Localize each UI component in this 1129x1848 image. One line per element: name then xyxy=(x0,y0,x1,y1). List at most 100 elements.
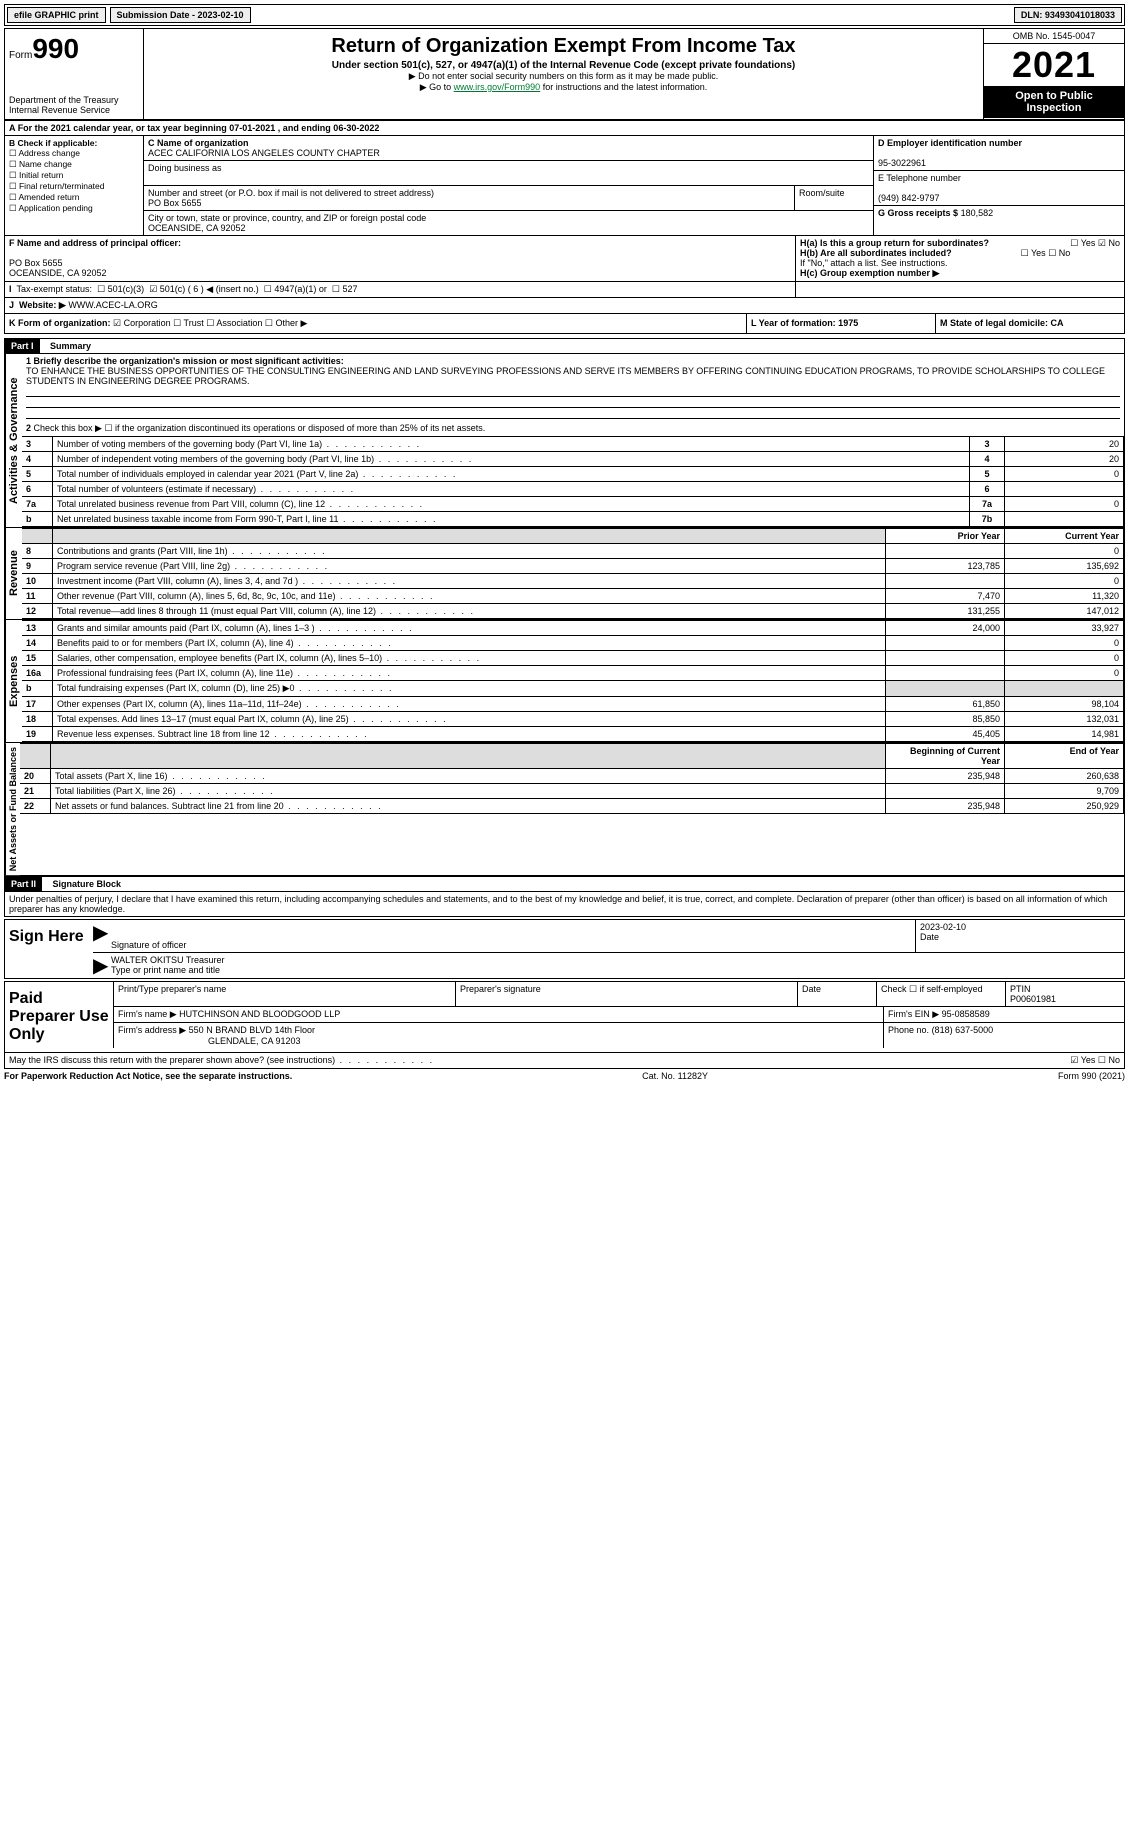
table-row: 12 Total revenue—add lines 8 through 11 … xyxy=(22,604,1124,619)
efile-label: efile GRAPHIC print xyxy=(7,7,106,23)
part1-label: Part I xyxy=(5,339,40,353)
sign-here-block: Sign Here ▶ Signature of officer 2023-02… xyxy=(4,919,1125,979)
org-name: ACEC CALIFORNIA LOS ANGELES COUNTY CHAPT… xyxy=(148,148,380,158)
j-label: Website: ▶ xyxy=(19,300,66,310)
mission-text: TO ENHANCE THE BUSINESS OPPORTUNITIES OF… xyxy=(26,366,1105,386)
table-row: 14 Benefits paid to or for members (Part… xyxy=(22,636,1124,651)
goto-link[interactable]: www.irs.gov/Form990 xyxy=(454,82,541,92)
firm-name-value: HUTCHINSON AND BLOODGOOD LLP xyxy=(179,1009,340,1019)
k-trust[interactable]: Trust xyxy=(173,318,204,328)
tax-year: 2021 xyxy=(984,44,1124,86)
top-toolbar: efile GRAPHIC print Submission Date - 20… xyxy=(4,4,1125,26)
form-header: Form990 Department of the Treasury Inter… xyxy=(4,28,1125,120)
table-row: 19 Revenue less expenses. Subtract line … xyxy=(22,727,1124,742)
discuss-no[interactable]: No xyxy=(1098,1055,1120,1065)
form-word: Form xyxy=(9,50,32,61)
firm-addr1: 550 N BRAND BLVD 14th Floor xyxy=(189,1025,315,1035)
i-4947[interactable]: 4947(a)(1) or xyxy=(264,284,327,294)
form-subtitle: Under section 501(c), 527, or 4947(a)(1)… xyxy=(148,60,979,71)
sig-date-value: 2023-02-10 xyxy=(920,922,966,932)
k-label: K Form of organization: xyxy=(9,318,111,328)
officer-name-label: Type or print name and title xyxy=(111,965,220,975)
officer-addr2: OCEANSIDE, CA 92052 xyxy=(9,268,107,278)
discuss-yes[interactable]: Yes xyxy=(1070,1055,1095,1065)
b-header: B Check if applicable: xyxy=(9,138,97,148)
hb-yes[interactable]: Yes xyxy=(1021,248,1046,258)
i-501c[interactable]: 501(c) ( 6 ) ◀ (insert no.) xyxy=(149,284,259,294)
footer-mid: Cat. No. 11282Y xyxy=(642,1071,708,1081)
entity-block: A For the 2021 calendar year, or tax yea… xyxy=(4,120,1125,334)
i-label: Tax-exempt status: xyxy=(17,284,93,294)
gross-receipts: 180,582 xyxy=(961,208,994,218)
col-prior: Prior Year xyxy=(886,529,1005,544)
self-employed-label: Check ☐ if self-employed xyxy=(881,984,983,994)
line-a: For the 2021 calendar year, or tax year … xyxy=(18,123,380,133)
officer-addr1: PO Box 5655 xyxy=(9,258,63,268)
irs-label: Internal Revenue Service xyxy=(9,105,110,115)
m-label: M State of legal domicile: CA xyxy=(940,318,1064,328)
k-other[interactable]: Other ▶ xyxy=(265,318,308,328)
c-name-label: C Name of organization xyxy=(148,138,249,148)
footer-left: For Paperwork Reduction Act Notice, see … xyxy=(4,1071,292,1081)
ptin-label: PTIN xyxy=(1010,984,1031,994)
sign-here-label: Sign Here xyxy=(5,920,93,978)
ha-no[interactable]: No xyxy=(1098,238,1120,248)
side-expenses: Expenses xyxy=(5,620,22,742)
chk-application-pending[interactable]: Application pending xyxy=(9,203,93,213)
table-row: 17 Other expenses (Part IX, column (A), … xyxy=(22,697,1124,712)
col-begin: Beginning of Current Year xyxy=(886,744,1005,769)
table-row: 10 Investment income (Part VIII, column … xyxy=(22,574,1124,589)
table-row: 18 Total expenses. Add lines 13–17 (must… xyxy=(22,712,1124,727)
officer-name: WALTER OKITSU Treasurer xyxy=(111,955,225,965)
firm-name-label: Firm's name ▶ xyxy=(118,1009,177,1019)
e-label: E Telephone number xyxy=(878,173,961,183)
side-activities-governance: Activities & Governance xyxy=(5,354,22,527)
open-to-public: Open to Public Inspection xyxy=(984,86,1124,118)
expenses-table: 13 Grants and similar amounts paid (Part… xyxy=(22,620,1124,742)
paid-preparer-block: Paid Preparer Use Only Print/Type prepar… xyxy=(4,981,1125,1053)
hc-label: H(c) Group exemption number ▶ xyxy=(800,268,939,278)
table-row: b Net unrelated business taxable income … xyxy=(22,512,1124,527)
side-revenue: Revenue xyxy=(5,528,22,619)
goto-prefix: ▶ Go to xyxy=(420,82,454,92)
f-label: F Name and address of principal officer: xyxy=(9,238,181,248)
may-discuss-text: May the IRS discuss this return with the… xyxy=(9,1055,434,1066)
street-label: Number and street (or P.O. box if mail i… xyxy=(148,188,434,198)
q2-text: Check this box ▶ ☐ if the organization d… xyxy=(34,423,486,433)
i-501c3[interactable]: 501(c)(3) xyxy=(97,284,144,294)
ha-yes[interactable]: Yes xyxy=(1070,238,1095,248)
form-number: 990 xyxy=(32,33,79,64)
net-assets-table: Beginning of Current Year End of Year 20… xyxy=(20,743,1124,814)
table-row: 22 Net assets or fund balances. Subtract… xyxy=(20,799,1124,814)
col-current: Current Year xyxy=(1005,529,1124,544)
part1-title: Summary xyxy=(42,341,91,351)
chk-address-change[interactable]: Address change xyxy=(9,148,80,158)
street-value: PO Box 5655 xyxy=(148,198,202,208)
chk-initial-return[interactable]: Initial return xyxy=(9,170,63,180)
part2-title: Signature Block xyxy=(45,879,122,889)
sig-date-label: Date xyxy=(920,932,939,942)
perjury-declaration: Under penalties of perjury, I declare th… xyxy=(4,892,1125,917)
table-row: 4 Number of independent voting members o… xyxy=(22,452,1124,467)
form-title: Return of Organization Exempt From Incom… xyxy=(148,35,979,58)
table-row: 5 Total number of individuals employed i… xyxy=(22,467,1124,482)
part2-label: Part II xyxy=(5,877,42,891)
table-row: 13 Grants and similar amounts paid (Part… xyxy=(22,621,1124,636)
chk-name-change[interactable]: Name change xyxy=(9,159,72,169)
k-corporation[interactable]: Corporation xyxy=(113,318,171,328)
paid-preparer-label: Paid Preparer Use Only xyxy=(5,982,113,1052)
footer-right: Form 990 (2021) xyxy=(1058,1071,1125,1081)
d-label: D Employer identification number xyxy=(878,138,1022,148)
firm-phone-value: (818) 637-5000 xyxy=(932,1025,994,1035)
chk-final-return[interactable]: Final return/terminated xyxy=(9,181,105,191)
chk-amended[interactable]: Amended return xyxy=(9,192,79,202)
prep-name-label: Print/Type preparer's name xyxy=(118,984,226,994)
k-association[interactable]: Association xyxy=(206,318,262,328)
ha-label: H(a) Is this a group return for subordin… xyxy=(800,238,989,248)
firm-phone-label: Phone no. xyxy=(888,1025,929,1035)
l-label: L Year of formation: 1975 xyxy=(751,318,858,328)
table-row: 16a Professional fundraising fees (Part … xyxy=(22,666,1124,681)
hb-no[interactable]: No xyxy=(1048,248,1070,258)
hb-note: If "No," attach a list. See instructions… xyxy=(800,258,1120,268)
i-527[interactable]: 527 xyxy=(332,284,358,294)
